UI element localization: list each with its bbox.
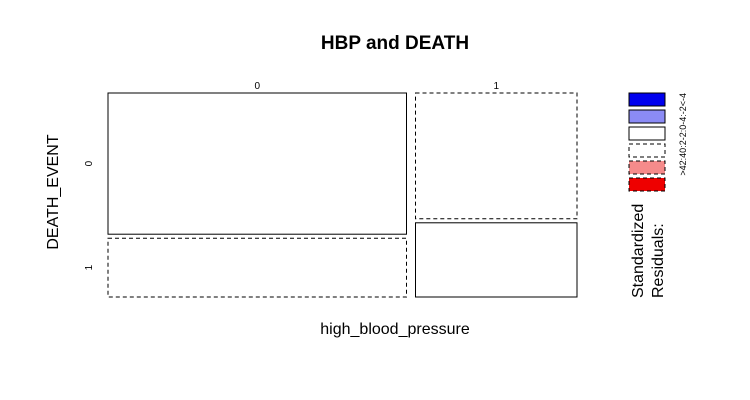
x-axis-label: high_blood_pressure: [320, 321, 470, 338]
legend-swatch: [628, 177, 666, 192]
y-tick-label: 0: [84, 160, 95, 166]
mosaic-cell: [107, 237, 407, 298]
legend-label: 0:2: [678, 140, 688, 153]
legend-label: -4:-2: [678, 106, 688, 125]
y-tick-label: 1: [84, 264, 95, 270]
chart-title: HBP and DEATH: [321, 33, 469, 54]
mosaic-cell: [415, 92, 578, 220]
legend-swatch: [628, 92, 666, 107]
x-tick-label: 0: [255, 81, 261, 92]
legend-swatch: [628, 126, 666, 141]
legend-swatch: [628, 160, 666, 175]
legend-labels-text: >42:40:2-2:0-4:-2<-4: [678, 93, 688, 176]
y-tick-labels: 01: [84, 160, 95, 270]
legend-labels: >42:40:2-2:0-4:-2<-4: [678, 93, 688, 176]
legend-swatch: [628, 109, 666, 124]
legend-swatch: [628, 143, 666, 158]
mosaic-cell: [415, 222, 578, 298]
mosaic-cell: [107, 92, 407, 235]
legend-title-line2: Residuals:: [650, 223, 667, 298]
x-tick-label: 1: [494, 81, 500, 92]
mosaic-cells: [107, 92, 578, 298]
y-axis-label: DEATH_EVENT: [45, 134, 62, 250]
legend-label: >4: [678, 165, 688, 175]
legend: >42:40:2-2:0-4:-2<-4 Standardized Residu…: [628, 92, 688, 298]
legend-title-line1: Standardized: [630, 204, 647, 298]
legend-label: <-4: [678, 93, 688, 106]
legend-label: 2:4: [678, 153, 688, 166]
legend-swatches: [628, 92, 666, 192]
legend-label: -2:0: [678, 125, 688, 141]
